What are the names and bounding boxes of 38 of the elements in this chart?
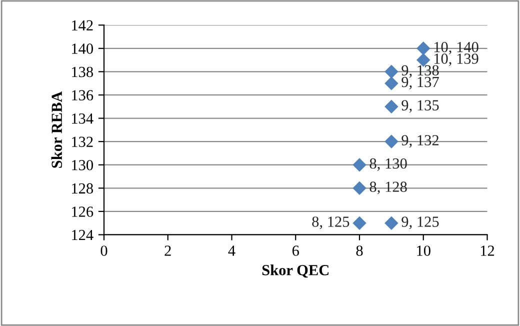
y-tick-label: 126 — [72, 206, 94, 217]
point — [352, 182, 366, 195]
y-tick-label: 130 — [72, 160, 93, 170]
y-tick-label: 136 — [72, 90, 94, 100]
y-tick-label: 140 — [72, 44, 93, 54]
y-tick-label: 132 — [72, 136, 93, 148]
point — [384, 134, 398, 148]
y-tick-label: 128 — [72, 183, 93, 194]
point — [384, 216, 398, 230]
x-tick-label: 4 — [228, 246, 236, 256]
x-tick-label: 2 — [164, 246, 171, 256]
x-tick-label: 0 — [100, 246, 108, 256]
data-label: 9, 125 — [402, 216, 439, 230]
y-tick-label: 124 — [72, 230, 94, 240]
x-tick-label: 6 — [292, 246, 299, 256]
point — [384, 65, 398, 78]
data-label: 8, 125 — [312, 216, 350, 230]
data-label: 8, 130 — [370, 158, 407, 171]
y-tick-label: 142 — [72, 20, 93, 30]
point — [416, 42, 430, 55]
x-tick-label: 12 — [480, 246, 494, 256]
data-label: 10, 140 — [434, 42, 478, 54]
data-label: 9, 135 — [402, 100, 439, 113]
point — [352, 158, 366, 172]
x-tick-label: 10 — [417, 246, 430, 256]
data-label: 9, 137 — [402, 76, 439, 90]
data-label: 9, 138 — [402, 65, 439, 78]
x-tick-label: 8 — [356, 246, 363, 256]
point — [352, 216, 366, 230]
point — [384, 76, 398, 90]
data-label: 8, 128 — [370, 182, 407, 194]
data-label: 9, 132 — [402, 135, 439, 148]
data-label: 10, 139 — [434, 54, 478, 66]
point — [384, 100, 398, 114]
y-axis-title: Skor REBA — [51, 91, 62, 168]
y-tick-label: 138 — [72, 66, 93, 78]
y-tick-label: 134 — [72, 113, 94, 124]
x-axis-title: Skor QEC — [262, 264, 328, 278]
